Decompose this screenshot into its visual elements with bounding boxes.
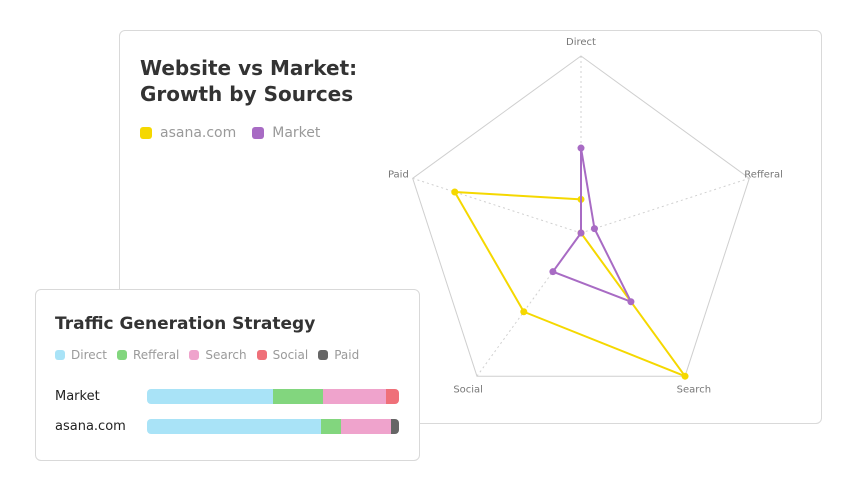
traffic-strategy-title: Traffic Generation Strategy [55,314,316,334]
radar-axis-label: Search [677,384,711,395]
legend-swatch-paid [318,350,329,360]
radar-axis-label: Social [453,384,483,395]
bar-segment-paid[interactable] [391,418,399,434]
bar-segment-search[interactable] [341,418,392,434]
legend-item-refferal[interactable]: Refferal [116,348,180,362]
legend-label-paid: Paid [334,348,360,362]
legend-label-direct: Direct [71,348,107,362]
bar-row-label: asana.com [55,418,126,434]
radar-point-market [549,268,557,276]
bar-segment-refferal[interactable] [320,418,342,434]
legend-item-search[interactable]: Search [189,348,247,362]
radar-legend: asana.com Market [140,125,336,141]
legend-item-asana[interactable]: asana.com [140,125,236,141]
legend-label-refferal: Refferal [132,348,180,362]
traffic-strategy-card: Traffic Generation Strategy Direct Reffe… [35,289,420,461]
radar-chart-title: Website vs Market: Growth by Sources [140,55,357,107]
legend-swatch-social [256,350,267,360]
legend-swatch-refferal [116,350,127,360]
radar-point-asana [681,372,689,380]
stacked-bar-market[interactable] [147,388,399,404]
radar-series-market [551,147,632,303]
radar-point-market [577,229,585,237]
bar-row-market: Market [55,387,399,405]
bar-segment-social[interactable] [386,388,399,404]
radar-spoke [412,177,582,234]
radar-title-line1: Website vs Market: [140,56,358,80]
radar-point-market [627,298,635,306]
radar-grid-outer [412,55,750,377]
radar-title-line2: Growth by Sources [140,82,354,106]
radar-chart-plot: Direct Refferal Search Social Paid [388,37,783,395]
legend-item-market[interactable]: Market [252,125,320,141]
radar-point-asana [520,308,528,316]
radar-series-asana [453,190,687,378]
legend-swatch-market [252,127,265,139]
legend-swatch-direct [55,350,65,360]
legend-item-direct[interactable]: Direct [55,348,107,362]
bar-segment-direct[interactable] [147,418,321,434]
legend-item-social[interactable]: Social [256,348,309,362]
bar-segment-direct[interactable] [147,388,273,404]
legend-label-market: Market [272,125,321,141]
radar-axis-label: Paid [388,170,409,181]
legend-label-search: Search [205,348,247,362]
radar-point-market [577,144,585,152]
legend-swatch-search [189,350,200,360]
legend-label-social: Social [272,348,309,362]
radar-point-asana [451,188,459,196]
radar-axis-label: Direct [566,37,596,48]
bar-row-asana: asana.com [55,417,399,435]
legend-swatch-asana [140,127,152,139]
traffic-strategy-legend: Direct Refferal Search Social Paid [55,348,369,362]
bar-row-label: Market [55,388,100,404]
legend-label-asana: asana.com [160,125,237,141]
radar-axis-label: Refferal [744,170,783,181]
legend-item-paid[interactable]: Paid [318,348,359,362]
radar-point-market [590,225,598,233]
stacked-bar-asana[interactable] [147,418,399,434]
bar-segment-refferal[interactable] [273,388,324,404]
bar-segment-search[interactable] [323,388,387,404]
radar-spoke [580,177,750,234]
